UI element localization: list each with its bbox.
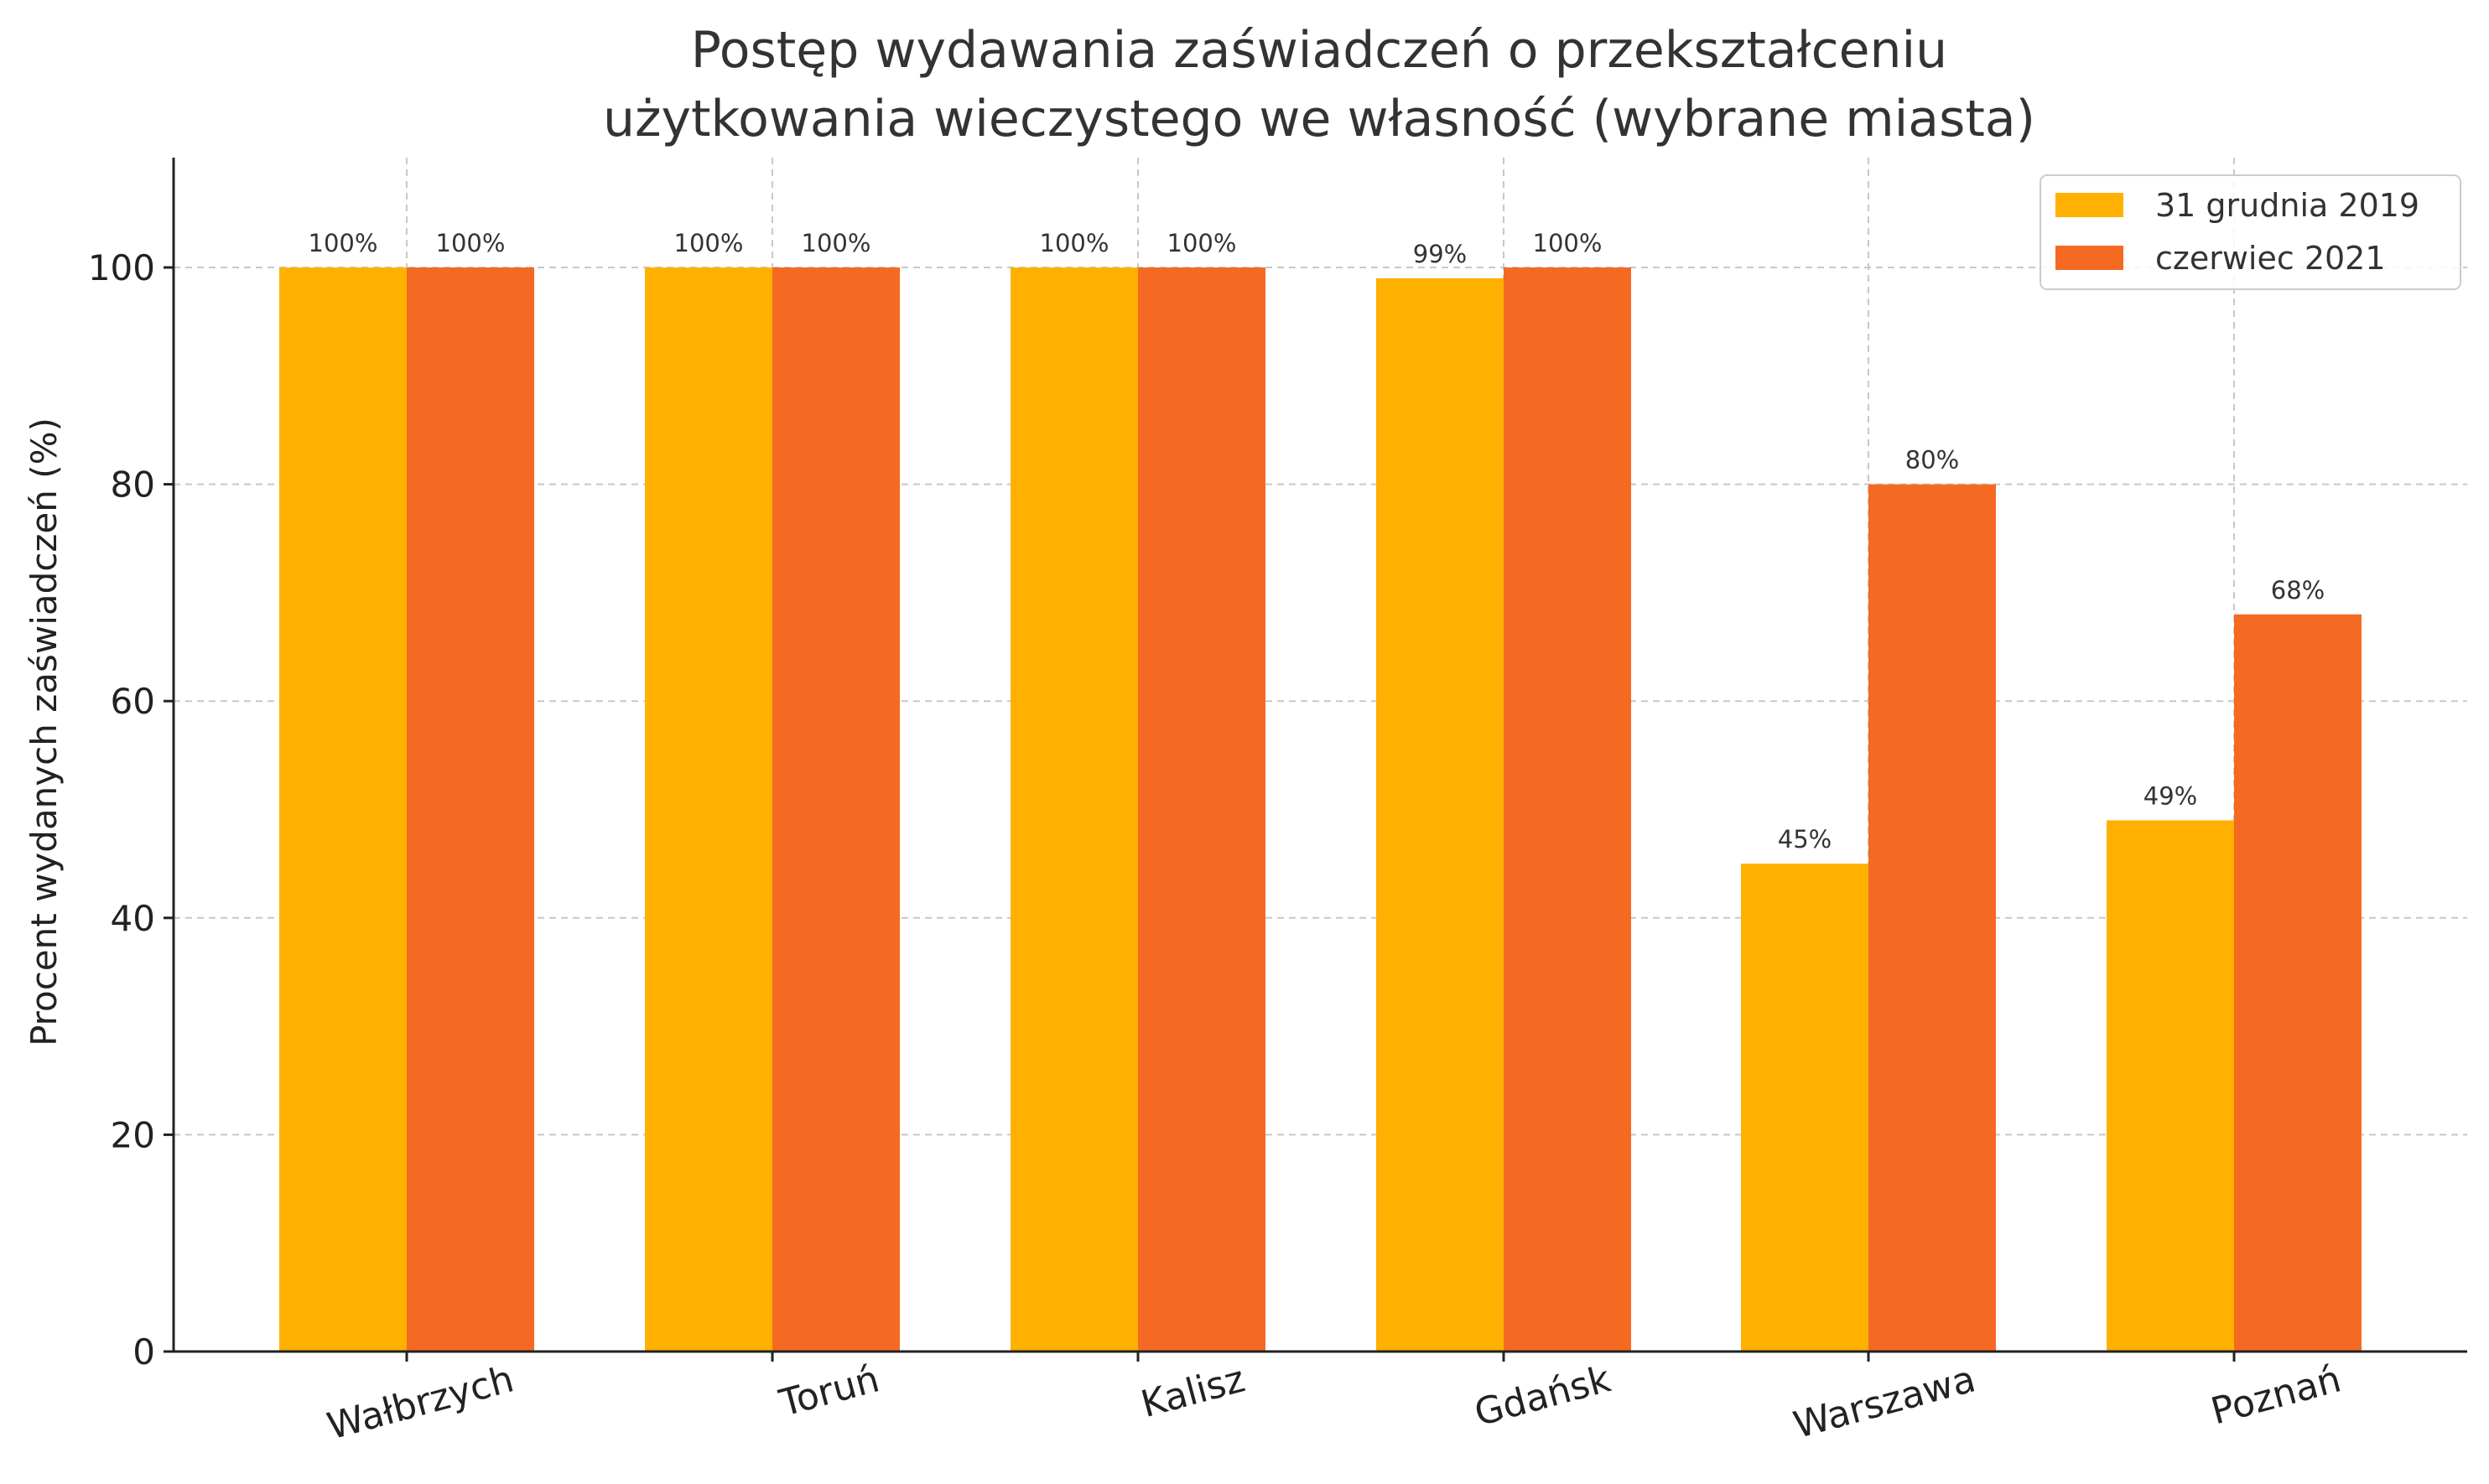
y-tick-label: 20 (111, 1114, 155, 1155)
bar-2021-1 (772, 267, 900, 1352)
chart-title-line-1: Postęp wydawania zaświadczeń o przekszta… (691, 21, 1947, 80)
legend: 31 grudnia 2019 czerwiec 2021 (2040, 174, 2461, 290)
grid-lines (174, 158, 2467, 1352)
x-tick-label: Wałbrzych (323, 1357, 518, 1448)
bar-2021-3 (1504, 267, 1631, 1352)
data-labels: 100% 100% 100% 99% 45% 49% 100% 100% 100% 100% 80%… (309, 229, 2325, 854)
bar-2021-4 (1868, 484, 1996, 1352)
y-axis-label: Procent wydanych zaświadczeń (%) (23, 418, 65, 1046)
legend-swatch-2019 (2055, 193, 2123, 217)
chart-title-line-2: użytkowania wieczystego we własność (wyb… (603, 90, 2035, 148)
y-tick-labels: 0 20 40 60 80 100 (88, 247, 174, 1372)
data-label: 100% (436, 229, 506, 257)
legend-swatch-2021 (2055, 246, 2123, 270)
x-tick-label: Kalisz (1136, 1357, 1249, 1426)
bar-2021-2 (1138, 267, 1265, 1352)
bar-2021-0 (407, 267, 534, 1352)
data-label: 68% (2271, 576, 2325, 604)
bar-2021-5 (2234, 614, 2362, 1352)
y-tick-label: 100 (88, 247, 155, 288)
x-tick-label: Poznań (2206, 1357, 2346, 1433)
bar-2019-1 (645, 267, 772, 1352)
data-label: 99% (1413, 240, 1467, 268)
bar-2019-5 (2107, 820, 2234, 1352)
axes (172, 158, 2467, 1353)
data-label: 100% (1533, 229, 1603, 257)
x-tick-labels: Wałbrzych Toruń Kalisz Gdańsk Warszawa Poznań (323, 1352, 2346, 1448)
data-label: 100% (1040, 229, 1109, 257)
data-label: 100% (802, 229, 871, 257)
data-label: 45% (1778, 825, 1832, 854)
data-label: 100% (309, 229, 378, 257)
x-tick-label: Gdańsk (1470, 1357, 1615, 1435)
data-label: 100% (1167, 229, 1237, 257)
x-tick-label: Toruń (775, 1357, 884, 1425)
data-label: 49% (2143, 781, 2197, 810)
y-tick-label: 0 (133, 1331, 155, 1372)
bar-2019-3 (1376, 278, 1504, 1352)
legend-label-2021: czerwiec 2021 (2155, 240, 2386, 277)
legend-frame (2040, 174, 2461, 290)
bars (279, 267, 2362, 1352)
y-tick-label: 60 (111, 681, 155, 722)
legend-label-2019: 31 grudnia 2019 (2155, 187, 2419, 224)
bar-2019-2 (1011, 267, 1138, 1352)
data-label: 80% (1905, 446, 1959, 475)
bar-2019-0 (279, 267, 407, 1352)
y-tick-label: 40 (111, 898, 155, 939)
data-label: 100% (674, 229, 744, 257)
y-tick-label: 80 (111, 464, 155, 506)
bar-2019-4 (1741, 864, 1868, 1352)
x-tick-label: Warszawa (1790, 1357, 1980, 1447)
